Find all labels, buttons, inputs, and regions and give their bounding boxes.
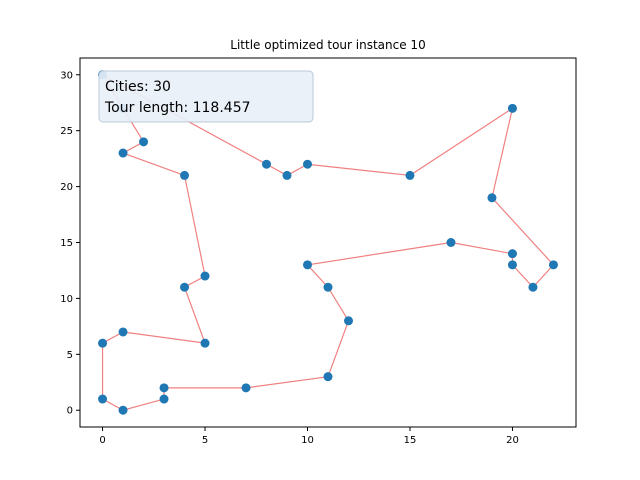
city-point <box>303 260 312 270</box>
y-tick-label: 20 <box>60 182 73 193</box>
city-point <box>323 372 333 382</box>
city-point <box>180 170 190 180</box>
city-point <box>98 394 108 404</box>
tour-path <box>100 73 555 411</box>
city-point <box>548 260 558 270</box>
city-point <box>118 148 128 158</box>
info-box-background <box>98 70 314 123</box>
y-tick-label: 15 <box>60 238 73 249</box>
city-point <box>344 316 353 326</box>
city-point <box>507 103 517 113</box>
x-tick-label: 5 <box>202 435 208 446</box>
city-point <box>487 193 497 203</box>
x-tick-label: 10 <box>301 435 314 446</box>
city-point <box>180 282 190 292</box>
city-point <box>200 338 210 348</box>
y-tick-label: 10 <box>60 294 73 305</box>
city-point <box>446 238 456 247</box>
city-point <box>118 327 128 337</box>
city-point <box>200 271 210 281</box>
city-point <box>118 405 128 415</box>
city-point <box>323 282 333 292</box>
city-point <box>282 170 292 180</box>
city-point <box>507 249 517 259</box>
y-tick-label: 0 <box>67 406 73 417</box>
city-point <box>262 159 272 169</box>
y-tick-label: 30 <box>60 70 73 81</box>
y-tick-label: 25 <box>60 126 73 137</box>
city-point <box>528 282 538 292</box>
tour-length-label: Tour length: 118.457 <box>104 100 251 116</box>
city-point <box>139 137 149 147</box>
x-tick-label: 15 <box>404 435 417 446</box>
plot-area <box>98 70 558 415</box>
city-point <box>405 170 415 180</box>
chart-title: Little optimized tour instance 10 <box>230 38 425 52</box>
x-tick-label: 20 <box>506 435 519 446</box>
city-point <box>98 338 108 348</box>
axes: 0 5 10 15 20 0 5 10 15 20 25 30 <box>60 57 577 446</box>
y-tick-label: 5 <box>67 350 73 361</box>
city-point <box>159 383 169 393</box>
info-box: Cities: 30 Tour length: 118.457 <box>98 70 314 123</box>
cities-count-label: Cities: 30 <box>105 79 171 95</box>
city-point <box>303 159 312 169</box>
city-point <box>507 260 517 270</box>
city-point <box>241 383 251 393</box>
city-point <box>159 394 169 404</box>
x-tick-label: 0 <box>99 435 105 446</box>
